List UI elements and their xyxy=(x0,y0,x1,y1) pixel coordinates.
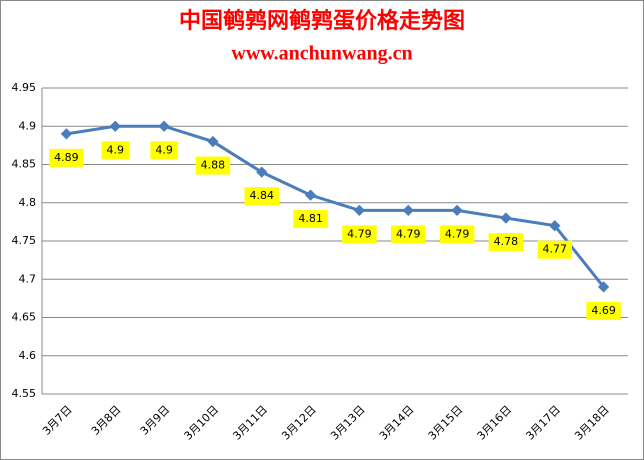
data-label: 4.79 xyxy=(396,227,421,240)
y-tick-label: 4.8 xyxy=(19,196,37,209)
data-label: 4.78 xyxy=(494,235,519,248)
y-tick-label: 4.85 xyxy=(12,158,37,171)
data-label-box xyxy=(586,301,621,320)
data-label-box xyxy=(293,210,328,229)
data-label-box xyxy=(101,141,129,160)
data-label: 4.79 xyxy=(347,227,372,240)
data-label: 4.79 xyxy=(445,227,470,240)
data-label: 4.69 xyxy=(591,304,616,317)
data-line xyxy=(66,124,605,288)
y-tick-label: 4.75 xyxy=(12,234,37,247)
y-tick-label: 4.65 xyxy=(12,311,37,324)
data-point xyxy=(207,135,219,148)
data-point xyxy=(549,220,561,232)
chart-subtitle: www.anchunwang.cn xyxy=(231,43,412,65)
data-point xyxy=(353,204,366,217)
y-tick-label: 4.6 xyxy=(19,349,37,362)
data-point xyxy=(256,166,268,178)
data-point xyxy=(402,204,414,217)
data-label-box xyxy=(49,148,84,167)
y-tick-label: 4.9 xyxy=(19,119,37,132)
data-label: 4.84 xyxy=(250,189,275,202)
data-label-box xyxy=(244,187,279,206)
data-label-box xyxy=(342,225,377,244)
data-label-box xyxy=(195,156,231,175)
data-label-box xyxy=(537,240,572,259)
data-label: 4.81 xyxy=(298,212,323,225)
data-point xyxy=(451,204,463,217)
data-label-box xyxy=(150,141,178,160)
data-point xyxy=(304,189,317,201)
y-tick-label: 4.95 xyxy=(12,81,37,94)
data-label-box xyxy=(391,225,426,244)
data-point xyxy=(500,212,512,224)
y-tick-label: 4.55 xyxy=(12,387,37,400)
data-label: 4.9 xyxy=(107,143,125,156)
data-label: 4.77 xyxy=(543,243,568,256)
y-tick-label: 4.7 xyxy=(19,272,37,285)
data-label: 4.89 xyxy=(54,151,79,164)
data-label: 4.9 xyxy=(155,143,173,156)
data-point xyxy=(597,281,610,293)
data-label-box xyxy=(439,225,475,244)
data-label: 4.88 xyxy=(201,159,226,172)
data-label-box xyxy=(488,233,524,252)
chart-title: 中国鹌鹑网鹌鹑蛋价格走势图 xyxy=(179,8,465,34)
